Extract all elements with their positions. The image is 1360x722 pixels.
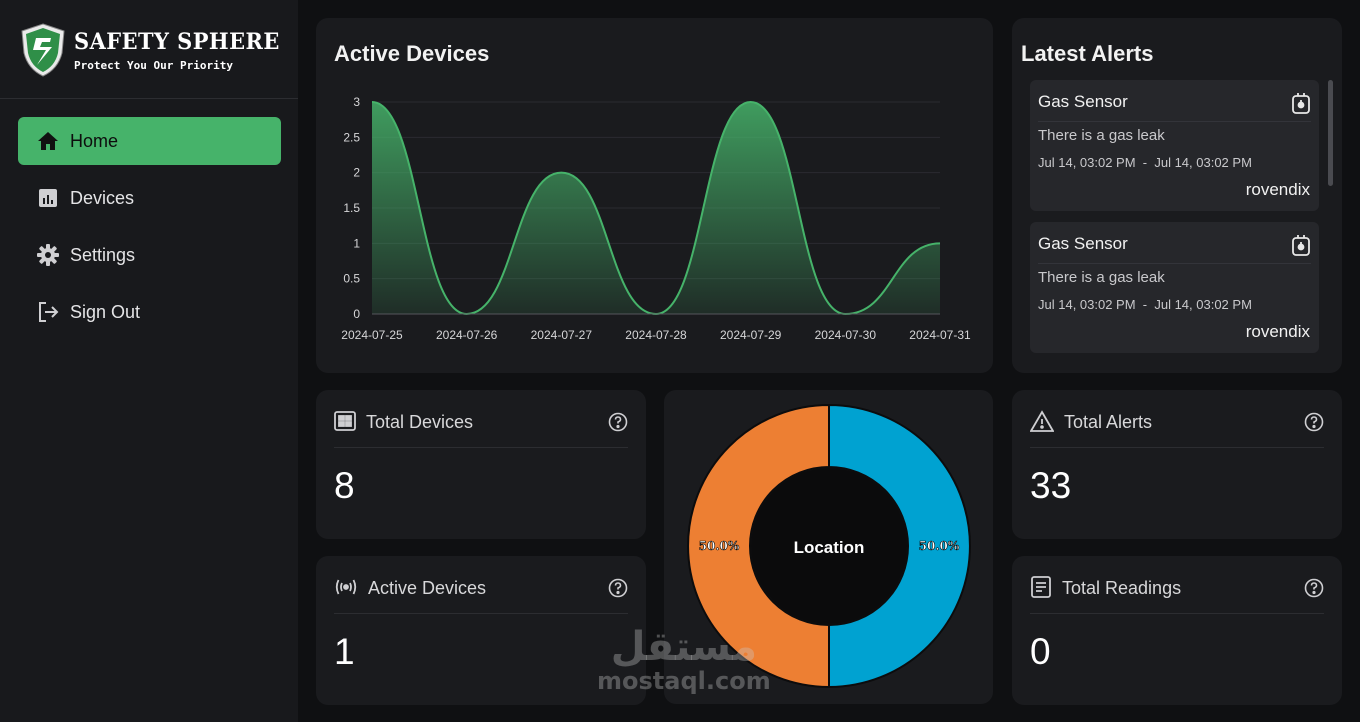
y-tick-label: 2.5 — [343, 130, 360, 144]
alert-user: rovendix — [1245, 180, 1310, 199]
sidebar-item-home[interactable]: Home — [18, 117, 281, 165]
alert-item[interactable]: Gas Sensor There is a gas leak Jul 14, 0… — [1030, 80, 1319, 211]
alert-list: Gas Sensor There is a gas leak Jul 14, 0… — [1030, 80, 1319, 364]
x-tick-label: 2024-07-30 — [815, 328, 877, 342]
stat-value: 1 — [334, 631, 355, 672]
alerts-scrollbar[interactable] — [1328, 80, 1333, 186]
warning-icon — [1029, 410, 1055, 437]
watermark-arabic: مستقل — [610, 624, 757, 670]
x-tick-label: 2024-07-28 — [625, 328, 687, 342]
sidebar-nav: Home Devices Se — [18, 117, 281, 345]
brand-logo[interactable]: SAFETY SPHERE Protect You Our Priority — [20, 22, 291, 78]
help-icon[interactable] — [1304, 412, 1324, 437]
donut-slice[interactable] — [687, 403, 830, 689]
x-tick-label: 2024-07-29 — [720, 328, 782, 342]
stat-label: Total Devices — [366, 412, 474, 432]
signal-icon — [334, 576, 358, 603]
sidebar-item-label: Home — [70, 130, 119, 151]
series-area — [372, 102, 940, 314]
y-tick-label: 1 — [353, 236, 360, 250]
alert-time-range: Jul 14, 03:02 PM - Jul 14, 03:02 PM — [1038, 297, 1252, 312]
y-tick-label: 0 — [353, 307, 360, 321]
latest-alerts-card: Latest Alerts Gas Sensor There is a gas … — [1012, 18, 1342, 373]
active-devices-card: Active Devices 1 — [316, 556, 646, 705]
slice-label: 50.0% — [699, 539, 740, 553]
brand-tagline: Protect You Our Priority — [74, 58, 233, 72]
sidebar-item-sign-out[interactable]: Sign Out — [18, 288, 281, 336]
help-icon[interactable] — [608, 412, 628, 437]
sensor-badge-icon[interactable] — [1291, 92, 1311, 121]
sidebar: SAFETY SPHERE Protect You Our Priority H… — [0, 0, 298, 722]
x-tick-label: 2024-07-26 — [436, 328, 498, 342]
watermark: مستقل mostaql.com — [597, 625, 771, 693]
help-icon[interactable] — [1304, 578, 1324, 603]
sidebar-item-label: Sign Out — [70, 301, 141, 322]
alerts-title: Latest Alerts — [1021, 41, 1154, 66]
x-tick-label: 2024-07-27 — [531, 328, 593, 342]
alert-user: rovendix — [1245, 322, 1310, 341]
active-devices-chart[interactable]: 0 0.5 1 1.5 2 2.5 3 2024-07-25 2024-07-26 2024-07… — [316, 18, 993, 373]
alert-message: There is a gas leak — [1038, 269, 1165, 286]
stat-value: 33 — [1030, 465, 1072, 506]
y-tick-label: 2 — [353, 166, 360, 180]
y-tick-label: 3 — [353, 95, 360, 109]
stat-label: Total Readings — [1062, 578, 1182, 598]
alert-time-range: Jul 14, 03:02 PM - Jul 14, 03:02 PM — [1038, 155, 1252, 170]
help-icon[interactable] — [608, 578, 628, 603]
sidebar-item-settings[interactable]: Settings — [18, 231, 281, 279]
stat-value: 0 — [1030, 631, 1051, 672]
document-icon — [1030, 576, 1052, 603]
alert-item[interactable]: Gas Sensor There is a gas leak Jul 14, 0… — [1030, 222, 1319, 353]
y-tick-label: 0.5 — [343, 272, 360, 286]
donut-slice[interactable] — [828, 403, 971, 689]
active-devices-chart-card: Active Devices 0 0.5 1 1.5 2 2.5 3 2024-07-25 20… — [316, 18, 993, 373]
x-tick-label: 2024-07-31 — [909, 328, 971, 342]
total-devices-card: Total Devices 8 — [316, 390, 646, 539]
total-alerts-card: Total Alerts 33 — [1012, 390, 1342, 539]
shield-logo-icon — [21, 23, 65, 77]
sidebar-divider — [0, 98, 298, 99]
total-readings-card: Total Readings 0 — [1012, 556, 1342, 705]
devices-grid-icon — [334, 410, 356, 437]
brand-name: SAFETY SPHERE — [74, 28, 280, 55]
watermark-latin: mostaql.com — [597, 667, 771, 695]
location-chart-card: 50.0% 50.0% Location — [664, 390, 993, 704]
sensor-badge-icon[interactable] — [1291, 234, 1311, 263]
x-tick-label: 2024-07-25 — [341, 328, 403, 342]
donut-center-label: Location — [794, 538, 865, 557]
sidebar-item-label: Devices — [70, 187, 135, 208]
donut-hole — [751, 468, 907, 624]
alert-type: Gas Sensor — [1038, 234, 1128, 253]
sidebar-item-label: Settings — [70, 244, 136, 265]
slice-label: 50.0% — [919, 539, 960, 553]
gear-icon — [36, 243, 60, 267]
y-tick-label: 1.5 — [343, 201, 360, 215]
sign-out-icon — [36, 300, 60, 324]
stat-value: 8 — [334, 465, 355, 506]
sidebar-item-devices[interactable]: Devices — [18, 174, 281, 222]
bar-chart-icon — [36, 186, 60, 210]
home-icon — [36, 129, 60, 153]
alert-message: There is a gas leak — [1038, 127, 1165, 144]
stat-label: Total Alerts — [1064, 412, 1153, 432]
stat-label: Active Devices — [368, 578, 487, 598]
alert-type: Gas Sensor — [1038, 92, 1128, 111]
chart-title: Active Devices — [334, 41, 490, 66]
location-donut-chart[interactable]: 50.0% 50.0% Location — [664, 390, 993, 704]
